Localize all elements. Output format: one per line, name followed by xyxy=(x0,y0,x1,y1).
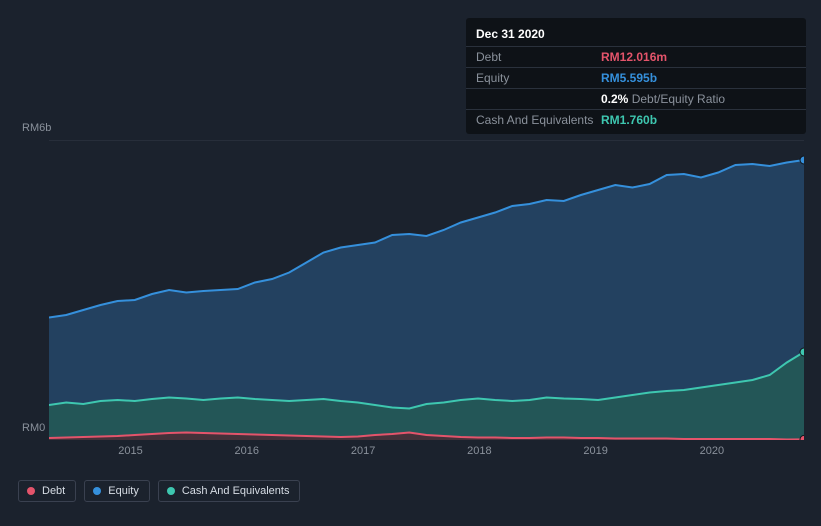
legend-dot-icon xyxy=(167,487,175,495)
y-axis-label-max: RM6b xyxy=(22,122,51,134)
tooltip-row-label: Cash And Equivalents xyxy=(476,112,601,128)
legend-dot-icon xyxy=(93,487,101,495)
x-axis-label: 2017 xyxy=(351,445,375,457)
x-axis: 2015 2016 2017 2018 2019 2020 xyxy=(49,445,804,465)
legend-label: Equity xyxy=(108,485,139,497)
y-axis-label-min: RM0 xyxy=(22,422,45,434)
tooltip-row-value: RM5.595b xyxy=(601,70,796,86)
tooltip-row-value: RM12.016m xyxy=(601,49,796,65)
legend-dot-icon xyxy=(27,487,35,495)
tooltip-row: EquityRM5.595b xyxy=(466,68,806,89)
legend: Debt Equity Cash And Equivalents xyxy=(18,480,300,502)
x-axis-label: 2015 xyxy=(118,445,142,457)
tooltip-row-value: RM1.760b xyxy=(601,112,796,128)
tooltip-row-value: 0.2% Debt/Equity Ratio xyxy=(601,91,796,107)
tooltip-row-label xyxy=(476,91,601,107)
legend-item-equity[interactable]: Equity xyxy=(84,480,150,502)
tooltip-row: DebtRM12.016m xyxy=(466,47,806,68)
tooltip-row-label: Debt xyxy=(476,49,601,65)
tooltip-row-label: Equity xyxy=(476,70,601,86)
data-tooltip: Dec 31 2020 DebtRM12.016mEquityRM5.595b0… xyxy=(466,18,806,134)
tooltip-row: 0.2% Debt/Equity Ratio xyxy=(466,89,806,110)
x-axis-label: 2016 xyxy=(235,445,259,457)
x-axis-label: 2019 xyxy=(583,445,607,457)
legend-item-debt[interactable]: Debt xyxy=(18,480,76,502)
x-axis-label: 2020 xyxy=(700,445,724,457)
legend-item-cash-and-equivalents[interactable]: Cash And Equivalents xyxy=(158,480,301,502)
chart-svg xyxy=(49,140,804,440)
area-chart[interactable] xyxy=(49,140,804,440)
tooltip-row: Cash And EquivalentsRM1.760b xyxy=(466,110,806,130)
x-axis-label: 2018 xyxy=(467,445,491,457)
tooltip-date: Dec 31 2020 xyxy=(466,22,806,47)
legend-label: Debt xyxy=(42,485,65,497)
legend-label: Cash And Equivalents xyxy=(182,485,290,497)
chart-container: Dec 31 2020 DebtRM12.016mEquityRM5.595b0… xyxy=(0,0,821,526)
